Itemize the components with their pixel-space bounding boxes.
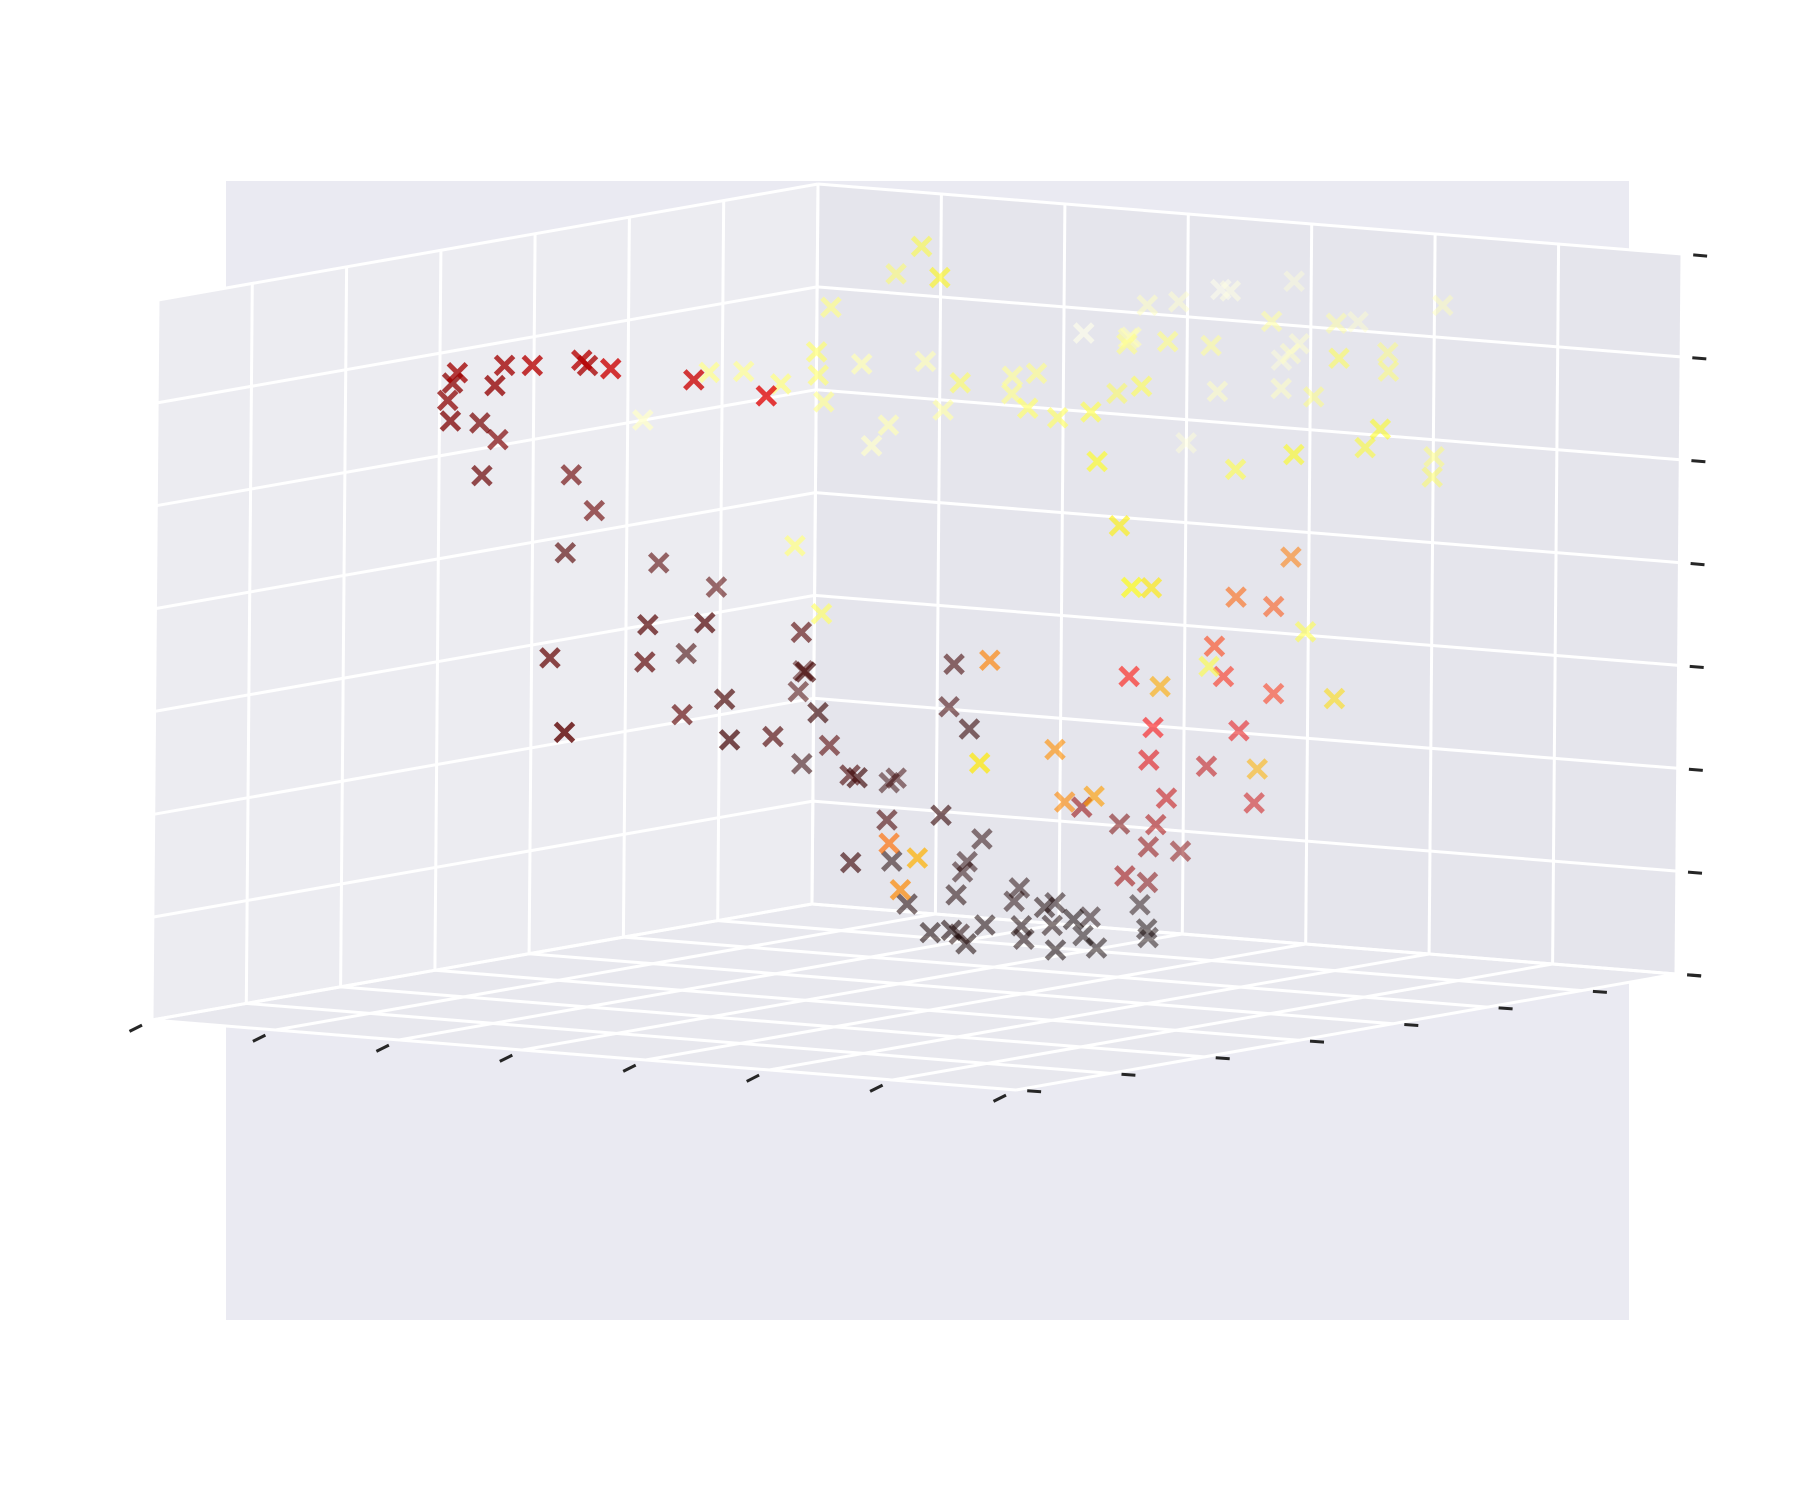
tick-mark xyxy=(1027,1091,1041,1092)
tick-mark xyxy=(253,1035,266,1041)
tick-mark xyxy=(1216,1058,1230,1059)
tick-mark xyxy=(1691,461,1705,462)
tick-mark xyxy=(994,1095,1007,1101)
back-pane xyxy=(812,184,1682,974)
tick-mark xyxy=(1499,1008,1513,1009)
tick-mark xyxy=(1692,358,1706,359)
tick-mark xyxy=(1687,975,1701,976)
tick-mark xyxy=(1693,255,1707,256)
tick-mark xyxy=(1690,666,1704,667)
tick-mark xyxy=(1689,769,1703,770)
tick-mark xyxy=(747,1075,759,1081)
tick-mark xyxy=(1691,564,1705,565)
tick-mark xyxy=(1404,1025,1418,1026)
tick-mark xyxy=(376,1045,389,1051)
tick-mark xyxy=(1310,1041,1324,1042)
tick-mark xyxy=(500,1055,513,1061)
tick-mark xyxy=(1593,991,1607,992)
tick-mark xyxy=(1688,872,1702,873)
tick-mark xyxy=(870,1085,883,1091)
tick-mark xyxy=(130,1025,143,1031)
tick-mark xyxy=(623,1065,636,1071)
axis-panes xyxy=(152,184,1682,1090)
tick-mark xyxy=(1122,1074,1136,1075)
